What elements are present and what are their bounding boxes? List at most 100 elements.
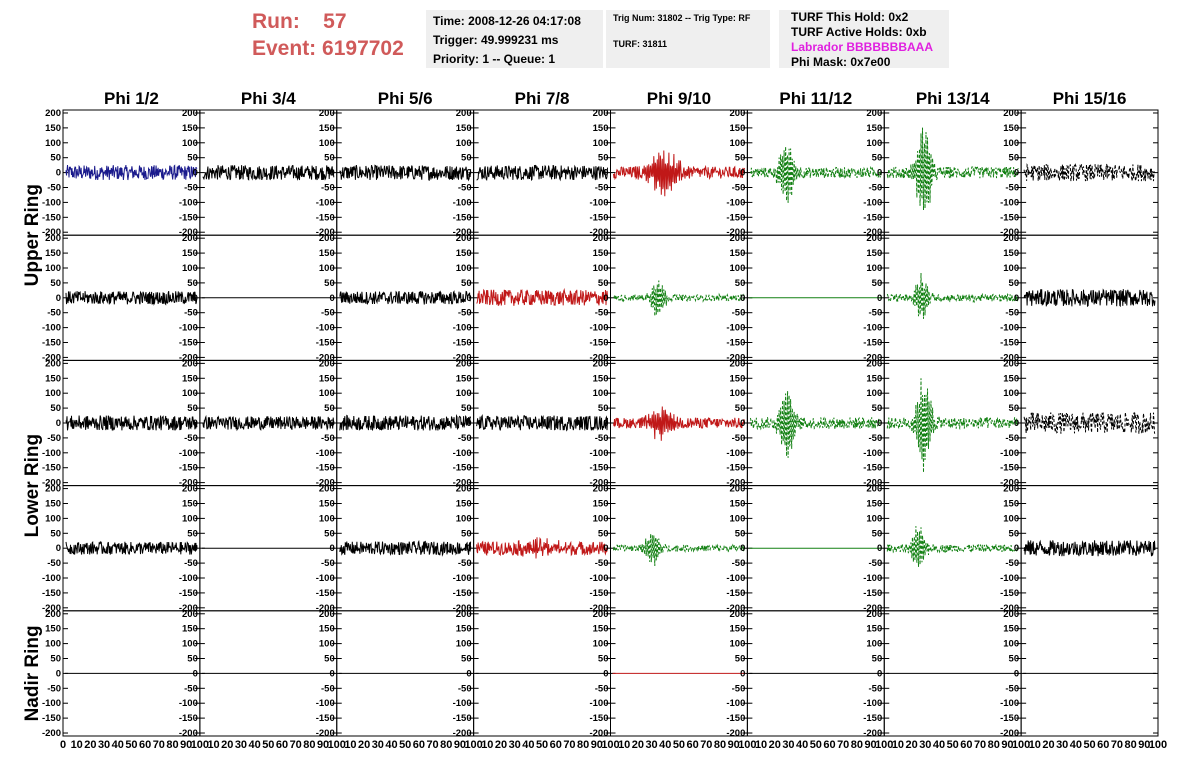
y-tick-label: -100 [453,698,472,709]
y-tick-label: -150 [589,713,608,724]
y-tick-label: -200 [316,227,335,238]
y-tick-label: 0 [329,543,334,554]
x-tick-label: 60 [960,739,972,751]
y-tick-label: -200 [1000,227,1019,238]
y-tick-label: 150 [730,373,746,384]
y-tick-label: -200 [1000,603,1019,614]
y-tick-label: -50 [1005,183,1019,194]
y-tick-label: 100 [866,388,882,399]
x-tick-label: 100 [1149,739,1167,751]
y-tick-label: 150 [456,123,472,134]
y-tick-label: 100 [456,138,472,149]
column-title: Phi 15/16 [1053,89,1127,108]
y-tick-label: 200 [1003,108,1019,119]
y-tick-label: 200 [866,484,882,495]
y-tick-label: -50 [458,433,472,444]
run-event-box: Run: 57 Event: 6197702 [252,8,422,68]
x-tick-label: 40 [522,739,534,751]
y-tick-label: -200 [863,227,882,238]
y-tick-label: -150 [453,463,472,474]
x-tick-label: 60 [550,739,562,751]
y-tick-label: -200 [863,352,882,363]
y-tick-label: -50 [595,683,609,694]
y-tick-label: 150 [593,498,609,509]
y-tick-label: -100 [863,698,882,709]
x-tick-label: 70 [1111,739,1123,751]
waveform-trace [202,414,335,432]
x-tick-label: 80 [988,739,1000,751]
y-tick-label: -150 [1000,588,1019,599]
event-label: Event: [252,37,317,60]
x-tick-label: 70 [700,739,712,751]
y-tick-label: 150 [1003,498,1019,509]
y-tick-label: 100 [456,639,472,650]
y-tick-label: 150 [182,624,198,635]
y-tick-label: 150 [456,498,472,509]
run-label: Run: [252,10,300,33]
y-tick-label: 200 [1003,358,1019,369]
y-tick-label: -150 [179,588,198,599]
y-tick-label: 50 [461,653,472,664]
y-tick-label: -100 [316,698,335,709]
x-tick-label: 90 [454,739,466,751]
turf-active-text: TURF Active Holds: 0xb [791,25,927,39]
y-tick-label: 50 [50,528,61,539]
x-tick-label: 80 [851,739,863,751]
y-tick-label: 50 [735,403,746,414]
waveform-trace [886,378,1019,473]
y-tick-label: 150 [593,123,609,134]
y-tick-label: -50 [1005,558,1019,569]
x-tick-label: 80 [440,739,452,751]
y-tick-label: 100 [45,639,61,650]
x-tick-label: 70 [290,739,302,751]
waveform-trace [749,390,882,458]
x-tick-label: 60 [823,739,835,751]
x-tick-label: 100 [464,739,482,751]
y-tick-label: -50 [1005,433,1019,444]
y-tick-label: 50 [1009,528,1020,539]
y-tick-label: 0 [1014,168,1019,179]
y-tick-label: 150 [593,248,609,259]
x-tick-label: 20 [495,739,507,751]
y-tick-label: 0 [466,418,471,429]
y-tick-label: 0 [877,418,882,429]
y-tick-label: 0 [740,543,745,554]
x-tick-label: 100 [328,739,346,751]
y-tick-label: -100 [1000,573,1019,584]
turf-text: TURF: 31811 [613,39,668,49]
y-tick-label: -150 [1000,463,1019,474]
y-tick-label: 150 [866,373,882,384]
y-tick-label: 50 [598,528,609,539]
y-tick-label: 100 [182,263,198,274]
y-tick-label: -200 [726,352,745,363]
x-tick-label: 30 [1056,739,1068,751]
x-tick-label: 20 [1042,739,1054,751]
y-tick-label: 200 [182,233,198,244]
y-tick-label: 150 [45,123,61,134]
x-tick-label: 20 [632,739,644,751]
y-tick-label: -200 [1000,352,1019,363]
y-tick-label: 100 [456,263,472,274]
y-tick-label: 0 [193,168,198,179]
y-tick-label: 100 [593,513,609,524]
column-title: Phi 5/6 [378,89,433,108]
x-tick-label: 30 [235,739,247,751]
y-tick-label: 50 [461,403,472,414]
y-tick-label: 0 [56,418,61,429]
y-tick-label: -100 [453,573,472,584]
y-tick-label: 150 [866,123,882,134]
x-tick-label: 20 [221,739,233,751]
y-tick-label: 200 [1003,609,1019,620]
y-tick-label: 150 [456,624,472,635]
y-tick-label: -200 [726,728,745,739]
y-tick-label: 0 [466,668,471,679]
y-tick-label: 150 [319,498,335,509]
y-tick-label: -50 [184,308,198,319]
y-tick-label: 50 [461,278,472,289]
y-tick-label: 200 [45,609,61,620]
x-tick-label: 10 [207,739,219,751]
y-tick-label: -200 [726,478,745,489]
y-tick-label: -150 [726,588,745,599]
y-tick-label: -200 [42,603,61,614]
